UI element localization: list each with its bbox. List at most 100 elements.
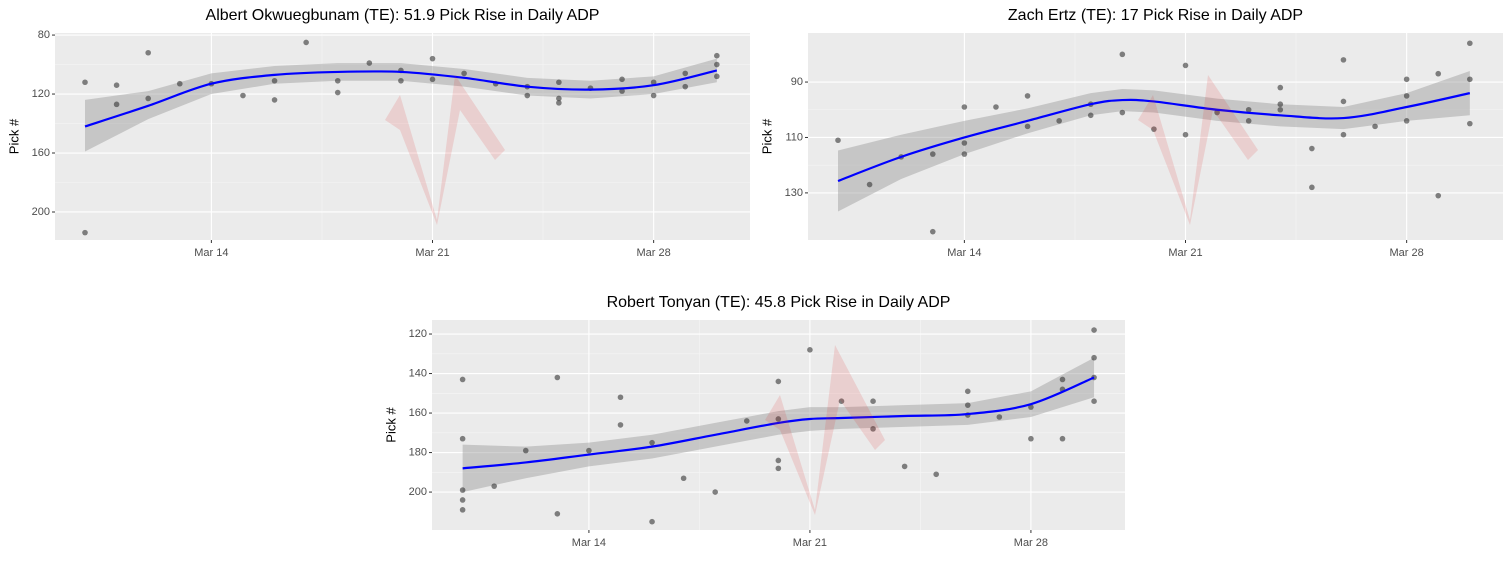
data-point xyxy=(929,228,936,235)
smooth-line xyxy=(837,92,1471,183)
y-tick-label: 130 xyxy=(785,187,803,199)
x-tick-label: Mar 21 xyxy=(1168,247,1202,259)
y-axis-label: Pick # xyxy=(383,407,398,443)
data-point xyxy=(807,347,813,353)
data-point xyxy=(429,55,436,62)
data-point xyxy=(491,483,497,489)
data-point xyxy=(459,376,466,383)
y-tick-label: 200 xyxy=(409,486,427,498)
data-point xyxy=(586,447,592,454)
data-point xyxy=(1087,112,1094,119)
data-point xyxy=(1119,109,1126,116)
data-point xyxy=(145,49,151,56)
data-point xyxy=(556,79,562,86)
data-point xyxy=(1277,101,1284,108)
data-point xyxy=(1309,145,1315,152)
data-point xyxy=(870,426,876,432)
data-point xyxy=(682,70,689,77)
y-tick-label: 160 xyxy=(409,407,427,419)
data-point xyxy=(240,92,246,99)
data-point xyxy=(901,463,908,470)
watermarks xyxy=(385,75,1258,515)
data-point xyxy=(554,511,561,517)
x-tick-label: Mar 21 xyxy=(415,247,449,259)
data-point xyxy=(145,95,151,102)
y-tick-label: 120 xyxy=(32,88,50,100)
data-point xyxy=(680,475,687,482)
x-tick-label: Mar 28 xyxy=(1014,537,1048,549)
data-point xyxy=(1028,404,1034,410)
data-point xyxy=(1214,109,1220,116)
data-point xyxy=(964,388,971,395)
data-point xyxy=(554,374,561,381)
data-point xyxy=(1372,123,1378,130)
data-point xyxy=(334,89,341,96)
x-tick-label: Mar 14 xyxy=(194,247,228,259)
data-point xyxy=(271,97,278,103)
data-point xyxy=(1245,106,1252,113)
data-point xyxy=(1467,120,1473,127)
chart-title: Zach Ertz (TE): 17 Pick Rise in Daily AD… xyxy=(1008,7,1303,24)
data-point xyxy=(398,77,404,84)
y-axis-label: Pick # xyxy=(6,118,21,154)
chart: 80 120 160 200 Mar 14 Mar 21 Mar 28 Albert Okwu… xyxy=(6,7,750,259)
data-point xyxy=(617,422,624,428)
data-point xyxy=(775,465,782,472)
data-point xyxy=(933,471,940,478)
data-point xyxy=(619,76,625,83)
data-point xyxy=(1059,435,1066,442)
data-point xyxy=(1119,51,1126,58)
data-point xyxy=(649,518,655,525)
data-point xyxy=(714,61,720,68)
data-point xyxy=(113,82,120,88)
x-tick-label: Mar 28 xyxy=(637,247,671,259)
data-point xyxy=(1151,126,1157,132)
y-tick-label: 80 xyxy=(38,29,50,41)
data-point xyxy=(459,507,466,513)
data-point xyxy=(82,229,88,236)
data-point xyxy=(1028,435,1034,442)
data-point xyxy=(993,104,999,110)
x-tick-label: Mar 21 xyxy=(793,537,827,549)
chart-title: Albert Okwuegbunam (TE): 51.9 Pick Rise … xyxy=(206,7,600,24)
x-tick-label: Mar 28 xyxy=(1390,247,1424,259)
data-point xyxy=(682,83,689,90)
data-point xyxy=(1182,131,1189,138)
data-point xyxy=(556,95,562,102)
data-point xyxy=(556,100,562,106)
data-point xyxy=(1403,76,1410,83)
data-point xyxy=(1467,40,1473,47)
chart: 90 110 130 Mar 14 Mar 21 Mar 28 Zach Ertz (TE)… xyxy=(759,7,1503,259)
data-point xyxy=(271,77,278,84)
data-point xyxy=(961,151,968,157)
data-point xyxy=(870,398,876,404)
data-point xyxy=(366,60,373,66)
data-point xyxy=(1403,118,1410,124)
data-point xyxy=(929,151,936,157)
data-point xyxy=(1340,131,1347,138)
data-point xyxy=(1091,327,1097,333)
data-point xyxy=(82,79,88,86)
data-point xyxy=(1340,57,1347,63)
y-tick-label: 160 xyxy=(32,147,50,159)
data-point xyxy=(1277,84,1284,91)
data-point xyxy=(459,435,466,442)
data-point xyxy=(524,92,531,99)
data-point xyxy=(1024,93,1031,99)
data-point xyxy=(461,70,467,77)
chart: 120 140 160 180 200 Mar 14 Mar 21 Mar 28 Robert … xyxy=(383,294,1125,549)
data-point xyxy=(835,137,841,144)
data-point xyxy=(866,181,873,188)
plot-panel xyxy=(55,33,750,240)
data-point xyxy=(1245,118,1252,124)
data-point xyxy=(459,497,466,503)
confidence-band xyxy=(462,357,1095,493)
data-point xyxy=(838,398,845,404)
data-point xyxy=(522,447,529,454)
x-tick-label: Mar 14 xyxy=(947,247,981,259)
y-tick-label: 180 xyxy=(409,446,427,458)
data-point xyxy=(619,88,625,94)
y-axis-label: Pick # xyxy=(759,118,774,154)
data-point xyxy=(1024,123,1031,130)
smooth-line xyxy=(462,376,1095,470)
